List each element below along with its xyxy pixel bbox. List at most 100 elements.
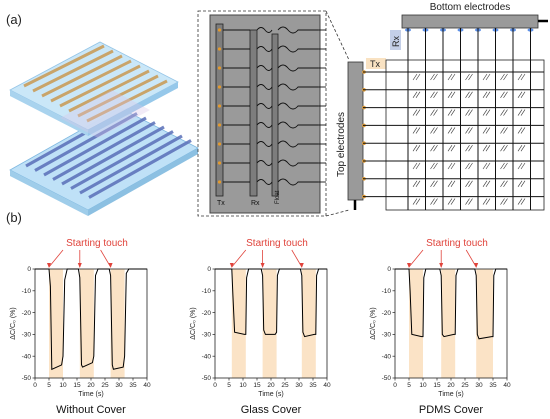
top-electrodes-assembly: Tx Top electrodes: [336, 58, 386, 210]
y-tick-label: -10: [22, 288, 32, 295]
annotation-arrow: [465, 249, 477, 268]
y-tick-label: -40: [382, 353, 392, 360]
starting-touch-annotation: Starting touch: [246, 238, 308, 249]
x-tick-label: 15: [253, 382, 261, 389]
x-tick-label: 10: [239, 382, 247, 389]
annotation-arrowhead: [47, 263, 51, 268]
y-tick-label: 0: [207, 266, 211, 273]
annotation-arrow: [231, 249, 247, 268]
y-tick-label: -10: [202, 288, 212, 295]
electrode-zoom-schematic: Tx Rx Float: [197, 10, 350, 217]
panel-b-label: (b): [6, 210, 22, 225]
touch-interval-3: [110, 269, 125, 378]
annotation-arrow: [48, 249, 64, 268]
annotation-arrowhead: [474, 263, 479, 268]
chart-title: PDMS Cover: [419, 404, 484, 416]
y-axis-label: ΔC/C₀ (%): [10, 307, 17, 339]
chart-title: Without Cover: [56, 404, 126, 416]
annotation-arrow: [100, 249, 111, 268]
capacitance-curve: [215, 268, 327, 338]
x-tick-label: 40: [503, 382, 511, 389]
touch-interval-1: [49, 269, 63, 378]
touch-interval-3: [476, 269, 493, 378]
x-tick-label: 5: [47, 382, 51, 389]
top-electrodes-label: Top electrodes: [336, 112, 347, 177]
bottom-electrodes-label: Bottom electrodes: [430, 2, 511, 13]
y-axis-label: ΔC/C₀ (%): [190, 307, 197, 339]
y-tick-label: 0: [27, 266, 31, 273]
x-tick-label: 15: [73, 382, 81, 389]
y-tick-label: -50: [202, 375, 212, 382]
x-tick-label: 25: [101, 382, 109, 389]
y-tick-label: -50: [382, 375, 392, 382]
annotation-arrow: [408, 249, 424, 268]
y-tick-label: -20: [22, 310, 32, 317]
y-tick-label: -40: [202, 353, 212, 360]
capacitance-curve: [35, 268, 147, 371]
x-tick-label: 40: [323, 382, 331, 389]
x-tick-label: 25: [461, 382, 469, 389]
annotation-arrowhead: [77, 263, 82, 268]
x-tick-label: 5: [407, 382, 411, 389]
x-tick-label: 30: [115, 382, 123, 389]
electrode-stack-illustration: [9, 41, 199, 216]
tx-label: Tx: [217, 200, 225, 207]
y-tick-label: -50: [22, 375, 32, 382]
x-axis-label: Time (s): [258, 391, 283, 398]
y-tick-label: -10: [382, 288, 392, 295]
x-tick-label: 20: [267, 382, 275, 389]
x-tick-label: 25: [281, 382, 289, 389]
capacitance-curve: [395, 268, 507, 340]
y-tick-label: 0: [387, 266, 391, 273]
touch-interval-2: [79, 269, 94, 378]
float-label: Float: [275, 190, 281, 204]
touch-interval-2: [441, 269, 456, 378]
panel-a-label: (a): [6, 12, 22, 27]
x-tick-label: 5: [227, 382, 231, 389]
y-tick-label: -20: [202, 310, 212, 317]
rx-tag: Rx: [391, 36, 401, 47]
top-electrode-lines: [23, 44, 168, 123]
annotation-arrowhead: [407, 263, 411, 268]
x-tick-label: 10: [59, 382, 67, 389]
x-tick-label: 35: [129, 382, 137, 389]
bottom-electrode-lines: [25, 107, 192, 199]
annotation-arrowhead: [299, 263, 304, 268]
chart-title: Glass Cover: [241, 404, 302, 416]
x-tick-label: 40: [143, 382, 151, 389]
annotation-arrowhead: [260, 263, 265, 268]
x-tick-label: 20: [447, 382, 455, 389]
y-axis-label: ΔC/C₀ (%): [370, 307, 377, 339]
starting-touch-annotation: Starting touch: [426, 238, 488, 249]
x-axis-label: Time (s): [78, 391, 103, 398]
chart-2: 0 5 10 15 20 25 30 35 40 0 -10 -20 -30 -40 -50 Time (s)…: [190, 238, 331, 416]
x-tick-label: 20: [87, 382, 95, 389]
electrode-grid: [363, 28, 545, 211]
y-tick-label: -30: [22, 332, 32, 339]
x-tick-label: 35: [489, 382, 497, 389]
x-tick-label: 0: [213, 382, 217, 389]
rx-label: Rx: [251, 200, 260, 207]
touch-interval-2: [262, 269, 277, 378]
chart-1: 0 5 10 15 20 25 30 35 40 0 -10 -20 -30 -40 -50 Time (s)…: [10, 238, 151, 416]
tx-tag: Tx: [370, 59, 380, 69]
x-tick-label: 10: [419, 382, 427, 389]
bottom-electrodes-assembly: Bottom electrodes Rx: [390, 2, 548, 50]
x-tick-label: 0: [33, 382, 37, 389]
annotation-arrowhead: [439, 263, 444, 268]
x-axis-label: Time (s): [438, 391, 463, 398]
x-tick-label: 30: [295, 382, 303, 389]
touch-interval-1: [409, 269, 423, 378]
annotation-arrowhead: [229, 263, 234, 268]
x-tick-label: 30: [475, 382, 483, 389]
x-tick-label: 35: [309, 382, 317, 389]
y-tick-label: -40: [22, 353, 32, 360]
y-tick-label: -20: [382, 310, 392, 317]
y-tick-label: -30: [382, 332, 392, 339]
annotation-arrowhead: [108, 263, 113, 268]
touch-interval-1: [231, 269, 246, 378]
x-tick-label: 0: [393, 382, 397, 389]
chart-3: 0 5 10 15 20 25 30 35 40 0 -10 -20 -30 -40 -50 Time (s)…: [370, 238, 511, 416]
annotation-arrow: [291, 249, 303, 268]
